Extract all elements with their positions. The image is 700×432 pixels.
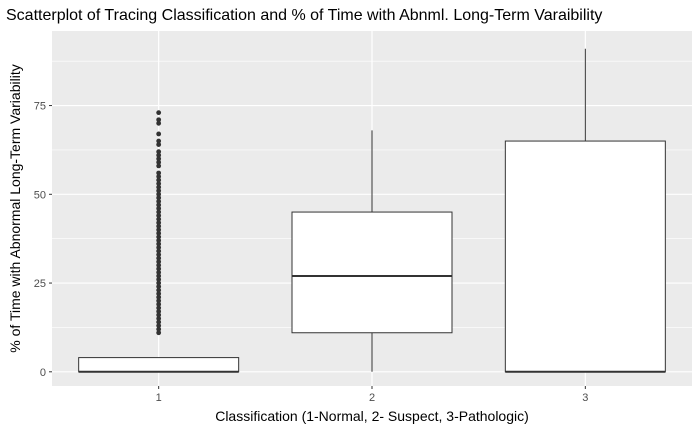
outlier-point (156, 305, 162, 311)
outlier-point (156, 316, 162, 321)
outlier-point (156, 110, 162, 116)
outlier-point (156, 312, 162, 318)
outlier-point (156, 206, 162, 211)
outlier-point (156, 287, 162, 293)
box-body (504, 140, 666, 373)
x-tick-label: 3 (582, 392, 588, 404)
outlier-point (156, 330, 162, 336)
outlier-point (156, 227, 162, 233)
outlier-point (156, 277, 162, 282)
outlier-point (156, 142, 162, 148)
outlier-point (156, 191, 162, 197)
y-tick-label: 0 (40, 367, 46, 379)
outlier-point (156, 259, 162, 265)
outlier-point (156, 238, 162, 243)
outlier-point (156, 266, 162, 272)
box-2 (291, 130, 453, 372)
outlier-point (156, 213, 162, 219)
y-axis-label: % of Time with Abnormal Long-Term Variab… (7, 64, 23, 352)
outlier-point (156, 120, 162, 126)
y-axis: 0 25 50 75 (34, 101, 52, 379)
outlier-point (156, 326, 162, 332)
outlier-point (156, 174, 162, 179)
outlier-point (156, 298, 162, 304)
outlier-point (156, 255, 162, 261)
outlier-point (156, 301, 162, 307)
outlier-point (156, 294, 162, 300)
outlier-point (156, 152, 162, 158)
y-tick-label: 25 (34, 278, 46, 290)
outlier-point (156, 252, 162, 258)
box-body (291, 211, 453, 334)
box-body (78, 357, 240, 373)
x-axis-label: Classification (1-Normal, 2- Suspect, 3-… (215, 408, 529, 424)
outlier-point (156, 177, 162, 183)
outlier-point (156, 181, 162, 187)
outlier-point (156, 202, 162, 208)
outlier-point (156, 163, 162, 169)
x-tick-label: 2 (369, 392, 375, 404)
box-1 (78, 110, 240, 373)
x-axis: 1 2 3 (156, 386, 588, 404)
outlier-point (156, 199, 162, 204)
outlier-point (156, 220, 162, 226)
outlier-point (156, 309, 162, 314)
outlier-point (156, 131, 162, 137)
box-3 (504, 48, 666, 373)
outlier-point (156, 156, 162, 162)
outlier-point (156, 291, 162, 297)
outlier-point (156, 248, 162, 254)
outlier-point (156, 216, 162, 222)
outlier-point (156, 188, 162, 194)
outlier-point (156, 117, 162, 123)
outlier-point (156, 234, 162, 240)
outlier-point (156, 149, 162, 155)
y-tick-label: 75 (34, 101, 46, 113)
outlier-point (156, 195, 162, 201)
outlier-point (156, 230, 162, 236)
y-tick-label: 50 (34, 189, 46, 201)
outlier-point (156, 241, 162, 247)
outlier-point (156, 138, 162, 144)
outlier-point (156, 223, 162, 229)
outlier-point (156, 159, 162, 165)
outlier-point (156, 323, 162, 329)
outlier-point (156, 280, 162, 286)
outlier-point (156, 262, 162, 268)
outlier-point (156, 170, 162, 176)
outlier-point (156, 273, 162, 279)
outlier-point (156, 209, 162, 215)
outlier-point (156, 245, 162, 250)
x-tick-label: 1 (156, 392, 162, 404)
box-series (78, 48, 666, 373)
outlier-point (156, 319, 162, 325)
outlier-point (156, 184, 162, 190)
chart-title: Scatterplot of Tracing Classification an… (6, 7, 602, 24)
outlier-point (156, 270, 162, 275)
outlier-point (156, 284, 162, 289)
